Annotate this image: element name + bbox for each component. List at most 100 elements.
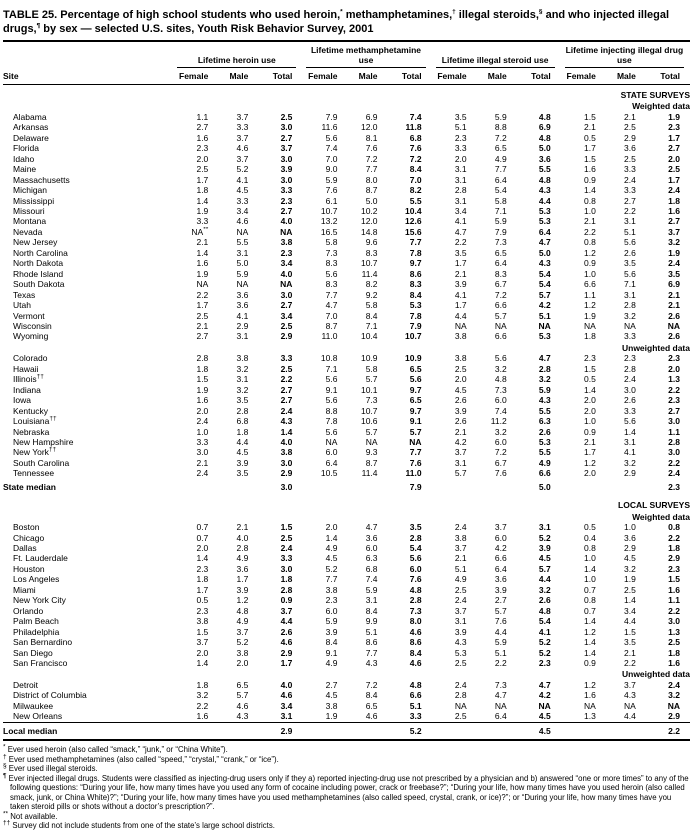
value-cell: 3.8 bbox=[236, 647, 249, 658]
value-cell: 3.9 bbox=[454, 626, 467, 637]
value-cell: 5.1 bbox=[624, 226, 636, 237]
value-cell: 5.6 bbox=[325, 268, 338, 279]
total-value-cell: 9.7 bbox=[409, 384, 422, 395]
total-value-cell: 7.7 bbox=[409, 237, 422, 248]
value-cell: 3.3 bbox=[624, 164, 636, 175]
value-cell: 0.9 bbox=[583, 426, 596, 437]
site-cell: Ft. Lauderdale bbox=[13, 553, 68, 564]
table-row: Wyoming 2.7 3.1 2.9 11.0 10.4 10.7 3.8 6.6 5.3 1.8… bbox=[3, 331, 690, 341]
total-value-cell: 2.9 bbox=[280, 468, 293, 479]
table-row: Tennessee 2.4 3.5 2.9 10.5 11.4 11.0 5.7 7.6 6.6 2… bbox=[3, 468, 690, 478]
value-cell: 3.2 bbox=[236, 384, 249, 395]
value-cell: 1.0 bbox=[583, 205, 596, 216]
site-cell: Houston bbox=[13, 563, 45, 574]
value-cell: 2.5 bbox=[196, 310, 209, 321]
value-cell: 3.1 bbox=[236, 247, 249, 258]
value-cell: 6.0 bbox=[325, 605, 338, 616]
value-cell: 2.4 bbox=[196, 416, 209, 427]
table-row: Hawaii 1.8 3.2 2.5 7.1 5.8 6.5 2.5 3.2 2.8 1.5 2.8 2… bbox=[3, 364, 690, 374]
value-cell: 8.7 bbox=[365, 457, 378, 468]
table-row: North Carolina 1.4 3.1 2.3 7.3 8.3 7.8 3.5 6.5 5.… bbox=[3, 248, 690, 258]
col-header-total: Total bbox=[645, 68, 690, 85]
total-value-cell: 1.8 bbox=[668, 195, 680, 206]
value-cell: 3.1 bbox=[454, 164, 467, 175]
value-cell: 3.8 bbox=[454, 353, 467, 364]
value-cell: 4.3 bbox=[454, 637, 467, 648]
total-value-cell: 3.7 bbox=[280, 143, 293, 154]
site-cell: Los Angeles bbox=[13, 574, 60, 585]
value-cell: 7.6 bbox=[325, 185, 338, 196]
value-cell: NA bbox=[454, 700, 467, 711]
median-total-cell: 2.9 bbox=[258, 721, 303, 741]
section-label: STATE SURVEYS bbox=[620, 90, 690, 100]
value-cell: 7.2 bbox=[365, 679, 378, 690]
value-cell: 1.8 bbox=[236, 426, 249, 437]
total-value-cell: 7.6 bbox=[409, 457, 422, 468]
value-cell: 5.6 bbox=[325, 395, 338, 406]
site-cell: Kentucky bbox=[13, 405, 48, 416]
total-value-cell: 3.8 bbox=[280, 237, 293, 248]
median-label: State median bbox=[3, 481, 56, 492]
value-cell: 4.2 bbox=[494, 543, 507, 554]
total-value-cell: 2.6 bbox=[668, 310, 680, 321]
total-value-cell: 4.8 bbox=[538, 605, 551, 616]
value-cell: 1.4 bbox=[196, 247, 209, 258]
total-value-cell: 2.7 bbox=[668, 405, 680, 416]
value-cell: 1.2 bbox=[583, 247, 596, 258]
value-cell: 16.5 bbox=[320, 226, 338, 237]
value-cell: 3.6 bbox=[236, 300, 249, 311]
value-cell: 8.4 bbox=[365, 605, 378, 616]
value-cell: 3.8 bbox=[454, 532, 467, 543]
total-value-cell: 5.6 bbox=[409, 374, 422, 385]
total-value-cell: NA bbox=[538, 320, 551, 331]
value-cell: 8.8 bbox=[325, 405, 338, 416]
table-row: Missouri 1.9 3.4 2.7 10.7 10.2 10.4 3.4 7.1 5.3 1.… bbox=[3, 206, 690, 216]
total-value-cell: 2.0 bbox=[668, 153, 680, 164]
value-cell: 2.4 bbox=[454, 679, 467, 690]
value-cell: 8.3 bbox=[325, 279, 338, 290]
total-value-cell: 4.8 bbox=[538, 174, 551, 185]
value-cell: 5.1 bbox=[365, 626, 378, 637]
total-value-cell: 4.4 bbox=[538, 195, 551, 206]
value-cell: 3.7 bbox=[454, 605, 467, 616]
site-cell: Florida bbox=[13, 143, 39, 154]
value-cell: NA bbox=[624, 320, 636, 331]
total-value-cell: 10.4 bbox=[405, 205, 422, 216]
footnote: § Ever used illegal steroids. bbox=[3, 762, 98, 774]
value-cell: 2.2 bbox=[624, 205, 636, 216]
empty-cell bbox=[218, 721, 259, 741]
value-cell: 2.1 bbox=[454, 426, 467, 437]
value-cell: 2.1 bbox=[454, 553, 467, 564]
value-cell: 4.5 bbox=[624, 553, 636, 564]
value-cell: 3.2 bbox=[236, 363, 249, 374]
total-value-cell: 4.7 bbox=[538, 237, 551, 248]
site-cell: Nevada bbox=[13, 226, 43, 237]
value-cell: 4.3 bbox=[236, 711, 249, 722]
total-value-cell: 2.5 bbox=[280, 111, 293, 122]
median-total-cell: 3.0 bbox=[280, 481, 293, 492]
value-cell: 3.3 bbox=[236, 122, 249, 133]
total-value-cell: 3.3 bbox=[280, 353, 293, 364]
value-cell: 5.6 bbox=[624, 268, 636, 279]
value-cell: 2.9 bbox=[236, 320, 249, 331]
value-cell: 1.8 bbox=[196, 363, 209, 374]
site-cell: Dallas bbox=[13, 543, 37, 554]
empty-cell bbox=[432, 479, 477, 495]
table-row: New Hampshire 3.3 4.4 4.0 NA NA NA 4.2 6.0 5.3 2.1… bbox=[3, 437, 690, 447]
total-value-cell: 4.2 bbox=[538, 300, 551, 311]
total-value-cell: 7.8 bbox=[409, 310, 422, 321]
site-cell: Alabama bbox=[13, 111, 47, 122]
total-value-cell: 4.6 bbox=[409, 626, 422, 637]
value-cell: NA** bbox=[191, 226, 209, 237]
value-cell: 1.7 bbox=[583, 143, 596, 154]
value-cell: 2.3 bbox=[325, 595, 338, 606]
value-cell: 5.3 bbox=[454, 647, 467, 658]
total-value-cell: 3.0 bbox=[668, 416, 680, 427]
total-value-cell: 2.8 bbox=[668, 436, 680, 447]
value-cell: 3.5 bbox=[454, 111, 467, 122]
value-cell: 5.0 bbox=[365, 195, 378, 206]
total-value-cell: 3.2 bbox=[538, 374, 551, 385]
site-cell: New York City bbox=[13, 595, 66, 606]
value-cell: 5.0 bbox=[236, 258, 249, 269]
site-cell: San Francisco bbox=[13, 658, 68, 669]
